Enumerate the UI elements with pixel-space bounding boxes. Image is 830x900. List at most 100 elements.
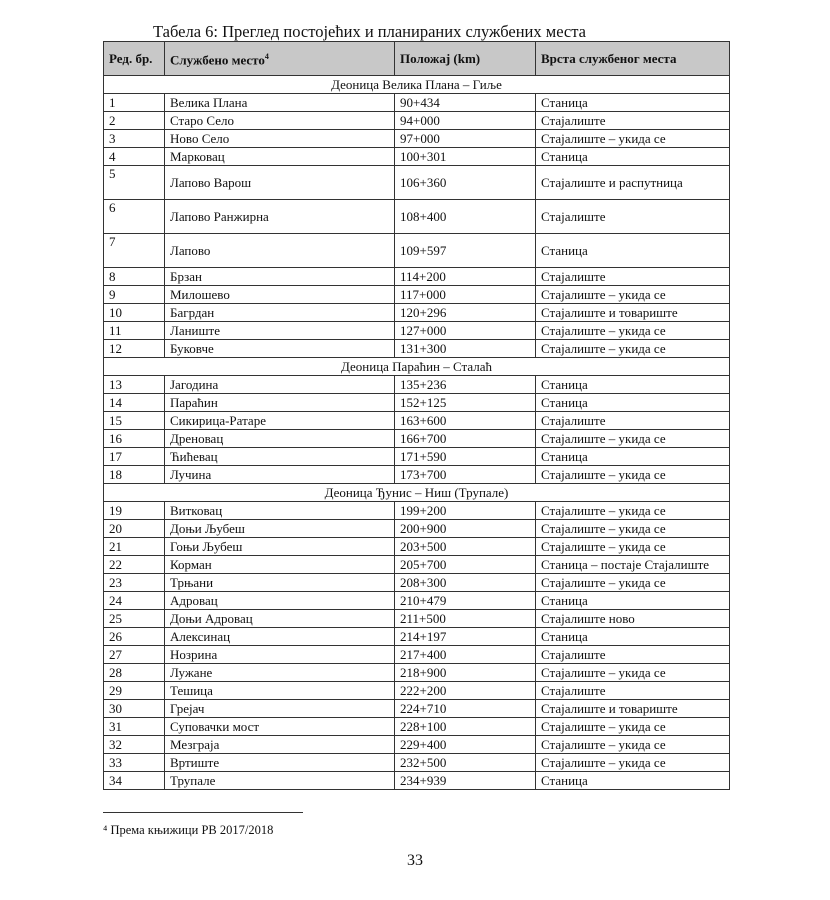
table-row: 8 Брзан 114+200 Стајалиште xyxy=(103,267,730,286)
row-number: 24 xyxy=(103,591,165,610)
row-number: 1 xyxy=(103,93,165,112)
position-km: 94+000 xyxy=(394,111,536,130)
place-name: Мезграја xyxy=(164,735,395,754)
row-number: 8 xyxy=(103,267,165,286)
place-type: Стајалиште – укида се xyxy=(535,285,730,304)
position-km: 222+200 xyxy=(394,681,536,700)
position-km: 131+300 xyxy=(394,339,536,358)
row-number: 7 xyxy=(103,233,165,268)
row-number: 12 xyxy=(103,339,165,358)
row-number: 32 xyxy=(103,735,165,754)
place-type: Стајалиште и распутница xyxy=(535,165,730,200)
row-number: 34 xyxy=(103,771,165,790)
place-type: Стајалиште – укида се xyxy=(535,573,730,592)
position-km: 114+200 xyxy=(394,267,536,286)
table-row: 4 Марковац 100+301 Станица xyxy=(103,147,730,166)
service-places-table: Ред. бр. Службено место4 Положај (km) Вр… xyxy=(103,41,730,790)
table-row: 11 Ланиште 127+000 Стајалиште – укида се xyxy=(103,321,730,340)
position-km: 211+500 xyxy=(394,609,536,628)
position-km: 163+600 xyxy=(394,411,536,430)
position-km: 224+710 xyxy=(394,699,536,718)
table-row: 33 Вртиште 232+500 Стајалиште – укида се xyxy=(103,753,730,772)
place-type: Стајалиште xyxy=(535,267,730,286)
place-type: Стајалиште – укида се xyxy=(535,717,730,736)
place-name: Трупале xyxy=(164,771,395,790)
position-km: 108+400 xyxy=(394,199,536,234)
place-name: Доњи Адровац xyxy=(164,609,395,628)
row-number: 5 xyxy=(103,165,165,200)
place-type: Станица xyxy=(535,393,730,412)
row-number: 13 xyxy=(103,375,165,394)
row-number: 30 xyxy=(103,699,165,718)
table-row: 24 Адровац 210+479 Станица xyxy=(103,591,730,610)
table-row: 6 Лапово Ранжирна 108+400 Стајалиште xyxy=(103,199,730,234)
place-name: Тешица xyxy=(164,681,395,700)
row-number: 20 xyxy=(103,519,165,538)
position-km: 210+479 xyxy=(394,591,536,610)
place-type: Стајалиште – укида се xyxy=(535,735,730,754)
place-type: Станица xyxy=(535,375,730,394)
place-name: Грејач xyxy=(164,699,395,718)
place-name: Гоњи Љубеш xyxy=(164,537,395,556)
table-row: 15 Сикирица-Ратаре 163+600 Стајалиште xyxy=(103,411,730,430)
row-number: 14 xyxy=(103,393,165,412)
table-row: 26 Алексинац 214+197 Станица xyxy=(103,627,730,646)
row-number: 22 xyxy=(103,555,165,574)
position-km: 97+000 xyxy=(394,129,536,148)
row-number: 3 xyxy=(103,129,165,148)
place-name: Нозрина xyxy=(164,645,395,664)
row-number: 31 xyxy=(103,717,165,736)
place-type: Стајалиште – укида се xyxy=(535,321,730,340)
table-row: 25 Доњи Адровац 211+500 Стајалиште ново xyxy=(103,609,730,628)
table-row: 19 Витковац 199+200 Стајалиште – укида се xyxy=(103,501,730,520)
place-name: Лапово xyxy=(164,233,395,268)
table-row: 17 Ћићевац 171+590 Станица xyxy=(103,447,730,466)
section-row: Деоница Велика Плана – Гиље xyxy=(103,75,730,94)
place-type: Стајалиште ново xyxy=(535,609,730,628)
table-row: 13 Јагодина 135+236 Станица xyxy=(103,375,730,394)
place-type: Стајалиште – укида се xyxy=(535,129,730,148)
row-number: 6 xyxy=(103,199,165,234)
position-km: 214+197 xyxy=(394,627,536,646)
place-name: Трњани xyxy=(164,573,395,592)
position-km: 234+939 xyxy=(394,771,536,790)
row-number: 21 xyxy=(103,537,165,556)
place-name: Ћићевац xyxy=(164,447,395,466)
table-row: 18 Лучина 173+700 Стајалиште – укида се xyxy=(103,465,730,484)
section-title: Деоница Параћин – Сталаћ xyxy=(103,357,730,376)
place-type: Стајалиште xyxy=(535,411,730,430)
table-row: 10 Багрдан 120+296 Стајалиште и товариште xyxy=(103,303,730,322)
place-name: Дреновац xyxy=(164,429,395,448)
page-number: 33 xyxy=(407,852,423,869)
table-row: 5 Лапово Варош 106+360 Стајалиште и распутн… xyxy=(103,165,730,200)
place-type: Стајалиште xyxy=(535,111,730,130)
position-km: 229+400 xyxy=(394,735,536,754)
table-caption: Табела 6: Преглед постојећих и планирани… xyxy=(153,22,586,41)
position-km: 217+400 xyxy=(394,645,536,664)
row-number: 27 xyxy=(103,645,165,664)
row-number: 17 xyxy=(103,447,165,466)
position-km: 152+125 xyxy=(394,393,536,412)
section-title: Деоница Ђунис – Ниш (Трупале) xyxy=(103,483,730,502)
header-place: Службено место4 xyxy=(164,41,395,76)
table-row: 28 Лужане 218+900 Стајалиште – укида се xyxy=(103,663,730,682)
row-number: 4 xyxy=(103,147,165,166)
table-row: 1 Велика Плана 90+434 Станица xyxy=(103,93,730,112)
position-km: 203+500 xyxy=(394,537,536,556)
place-name: Старо Село xyxy=(164,111,395,130)
place-type: Стајалиште – укида се xyxy=(535,429,730,448)
place-name: Адровац xyxy=(164,591,395,610)
section-row: Деоница Ђунис – Ниш (Трупале) xyxy=(103,483,730,502)
footnote: ⁴ Према књижици РВ 2017/2018 xyxy=(103,823,274,837)
row-number: 26 xyxy=(103,627,165,646)
place-type: Станица xyxy=(535,447,730,466)
place-name: Марковац xyxy=(164,147,395,166)
place-name: Вртиште xyxy=(164,753,395,772)
position-km: 205+700 xyxy=(394,555,536,574)
section-row: Деоница Параћин – Сталаћ xyxy=(103,357,730,376)
table-row: 7 Лапово 109+597 Станица xyxy=(103,233,730,268)
place-name: Лужане xyxy=(164,663,395,682)
header-place-label: Службено место xyxy=(170,52,265,68)
table-row: 16 Дреновац 166+700 Стајалиште – укида се xyxy=(103,429,730,448)
row-number: 15 xyxy=(103,411,165,430)
